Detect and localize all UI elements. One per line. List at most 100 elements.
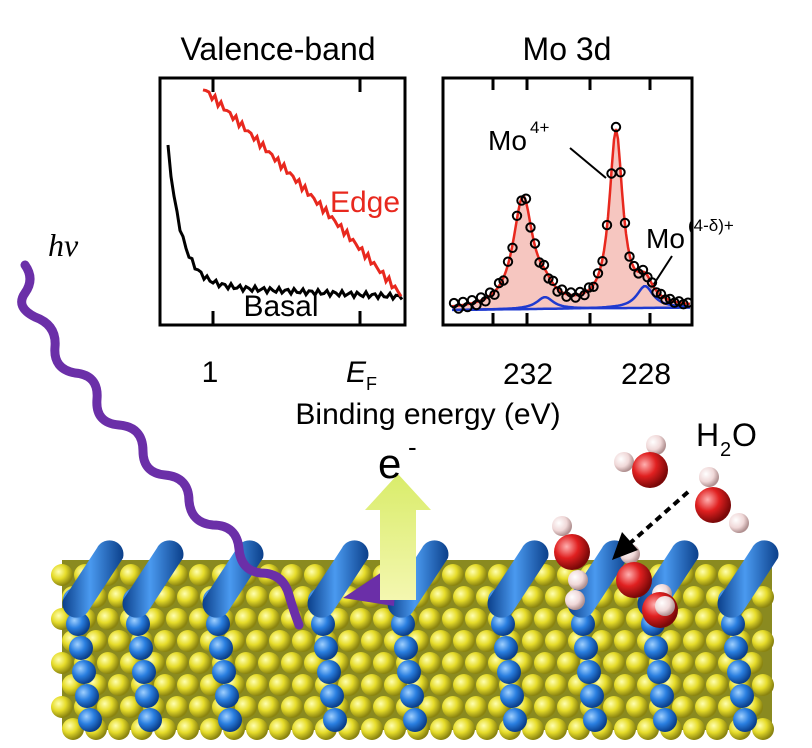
- sulfur-atom: [603, 652, 625, 674]
- mo-atom: [66, 612, 90, 636]
- sulfur-atom: [626, 652, 648, 674]
- mo-atom: [78, 708, 102, 732]
- data-point: [660, 294, 671, 305]
- data-point: [502, 256, 514, 267]
- basal-curve: [166, 144, 404, 302]
- mo-atom: [574, 636, 598, 660]
- sulfur-atom: [672, 696, 694, 718]
- mo-atom: [577, 660, 601, 684]
- tick-label: E: [346, 356, 367, 389]
- mo-atom: [730, 684, 754, 708]
- sulfur-atom: [154, 630, 176, 652]
- sulfur-atom: [269, 674, 291, 696]
- sulfur-atom: [511, 608, 533, 630]
- mo-atom: [311, 612, 335, 636]
- sulfur-atom: [419, 608, 441, 630]
- electron-arrow: [365, 474, 431, 600]
- sulfur-atom: [453, 586, 475, 608]
- sulfur-atom: [476, 630, 498, 652]
- sulfur-atom: [108, 630, 130, 652]
- mo-atom: [314, 636, 338, 660]
- sulfur-atom: [51, 652, 73, 674]
- mo-rod: [717, 540, 779, 618]
- sulfur-atom: [465, 652, 487, 674]
- sulfur-atom: [108, 674, 130, 696]
- sulfur-atom: [373, 608, 395, 630]
- leader-line: [569, 147, 607, 179]
- mo-atom: [69, 636, 93, 660]
- sulfur-atom: [292, 718, 314, 740]
- sulfur-atom: [522, 718, 544, 740]
- sulfur-atom: [177, 718, 199, 740]
- data-point: [525, 222, 536, 233]
- mo-atom: [218, 708, 242, 732]
- data-point: [628, 260, 640, 272]
- sulfur-atom: [534, 696, 556, 718]
- sulfur-atom: [166, 696, 188, 718]
- water-label: H: [696, 417, 719, 453]
- hydrogen-atom: [729, 513, 749, 533]
- data-point: [529, 238, 541, 249]
- sulfur-atom: [695, 608, 717, 630]
- component: [452, 285, 691, 312]
- mo-atom: [317, 660, 341, 684]
- electron-label: e: [378, 440, 401, 487]
- sulfur-atom: [189, 652, 211, 674]
- mo-atom: [394, 636, 418, 660]
- mo-atom: [138, 708, 162, 732]
- sulfur-atom: [741, 608, 763, 630]
- mo-atom: [500, 684, 524, 708]
- tick-label-sub: F: [366, 374, 377, 394]
- sulfur-atom: [154, 674, 176, 696]
- mo-atom: [580, 684, 604, 708]
- sulfur-atom: [304, 564, 326, 586]
- sulfur-atom: [752, 718, 774, 740]
- sulfur-atom: [269, 630, 291, 652]
- sulfur-atom: [626, 696, 648, 718]
- hydrogen-atom: [655, 596, 675, 616]
- sulfur-atom: [350, 652, 372, 674]
- sulfur-atom: [476, 674, 498, 696]
- sulfur-atom: [695, 652, 717, 674]
- sulfur-atom: [522, 630, 544, 652]
- sulfur-atom: [350, 696, 372, 718]
- sulfur-atom: [557, 696, 579, 718]
- mo-rod: [62, 540, 124, 618]
- data-point: [471, 299, 482, 311]
- sulfur-atom: [200, 718, 222, 740]
- sulfur-atom: [166, 652, 188, 674]
- hydrogen-atom: [568, 570, 588, 590]
- sulfur-atom: [603, 696, 625, 718]
- sulfur-atom: [177, 674, 199, 696]
- curve-label: Edge: [330, 186, 400, 219]
- mo-atom: [391, 612, 415, 636]
- sulfur-atom: [419, 652, 441, 674]
- mo-atom: [135, 684, 159, 708]
- mo-atom: [647, 660, 671, 684]
- sulfur-atom: [637, 718, 659, 740]
- data-point: [619, 217, 631, 229]
- sulfur-atom: [476, 718, 498, 740]
- sulfur-atom: [292, 630, 314, 652]
- sulfur-atom: [189, 608, 211, 630]
- sulfur-atom: [246, 718, 268, 740]
- sulfur-atom: [97, 696, 119, 718]
- mo-atom: [571, 612, 595, 636]
- oxygen-atom: [554, 534, 590, 570]
- sulfur-atom: [269, 718, 291, 740]
- peak-label: Mo: [488, 125, 527, 156]
- sulfur-atom: [108, 718, 130, 740]
- data-point: [489, 289, 500, 300]
- mo-atom: [583, 708, 607, 732]
- sulfur-atom: [522, 674, 544, 696]
- mo-atom: [491, 612, 515, 636]
- sulfur-atom: [189, 564, 211, 586]
- sulfur-atom: [442, 608, 464, 630]
- sulfur-atom: [258, 652, 280, 674]
- sulfur-atom: [706, 630, 728, 652]
- sulfur-atom: [706, 674, 728, 696]
- panel-frame: [158, 76, 407, 327]
- data-point: [592, 268, 604, 279]
- data-point: [511, 210, 523, 222]
- sulfur-atom: [246, 586, 268, 608]
